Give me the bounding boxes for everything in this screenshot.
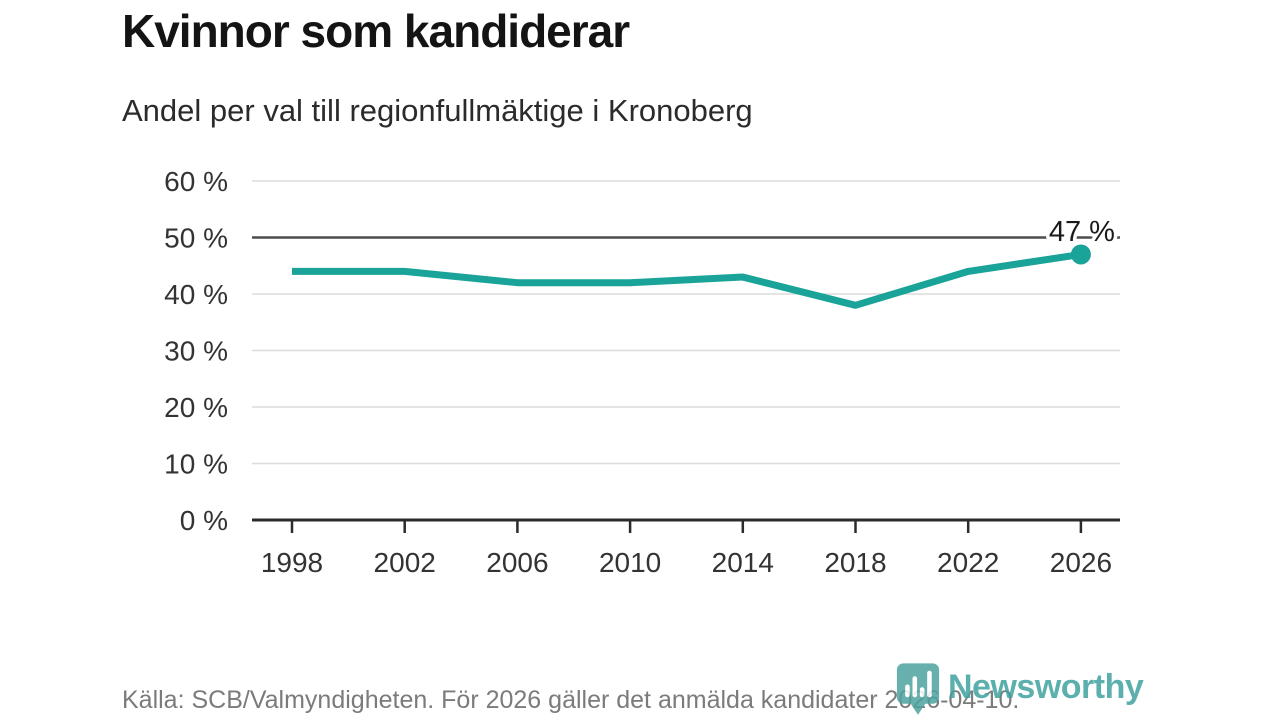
chart-title: Kvinnor som kandiderar xyxy=(122,5,630,57)
y-tick-label: 0 % xyxy=(180,505,228,536)
x-tick-label: 2010 xyxy=(599,547,661,578)
bar-chart-map-pin-icon xyxy=(896,663,940,715)
x-tick-label: 2022 xyxy=(937,547,999,578)
y-tick-label: 20 % xyxy=(164,392,228,423)
y-tick-label: 40 % xyxy=(164,279,228,310)
newsworthy-logo: Newsworthy xyxy=(896,662,1144,720)
y-tick-label: 10 % xyxy=(164,449,228,480)
chart-subtitle: Andel per val till regionfullmäktige i K… xyxy=(122,93,753,128)
x-tick-label: 2006 xyxy=(486,547,548,578)
y-tick-label: 50 % xyxy=(164,223,228,254)
x-tick-label: 2026 xyxy=(1050,547,1112,578)
brand-name: Newsworthy xyxy=(948,668,1144,706)
source-note: Källa: SCB/Valmyndigheten. För 2026 gäll… xyxy=(122,686,1020,714)
end-point-marker xyxy=(1070,244,1091,265)
x-tick-label: 2014 xyxy=(712,547,774,578)
y-tick-label: 60 % xyxy=(164,166,228,197)
end-point-label: 47 % xyxy=(1049,216,1115,248)
x-tick-label: 1998 xyxy=(261,547,323,578)
y-tick-label: 30 % xyxy=(164,336,228,367)
x-tick-label: 2002 xyxy=(374,547,436,578)
data-line xyxy=(292,250,1082,309)
line-chart: 0 % 10 % 20 % 30 % 40 % 50 % 60 % 1998 2002 2006 2… xyxy=(164,166,1120,578)
x-tick-label: 2018 xyxy=(824,547,886,578)
